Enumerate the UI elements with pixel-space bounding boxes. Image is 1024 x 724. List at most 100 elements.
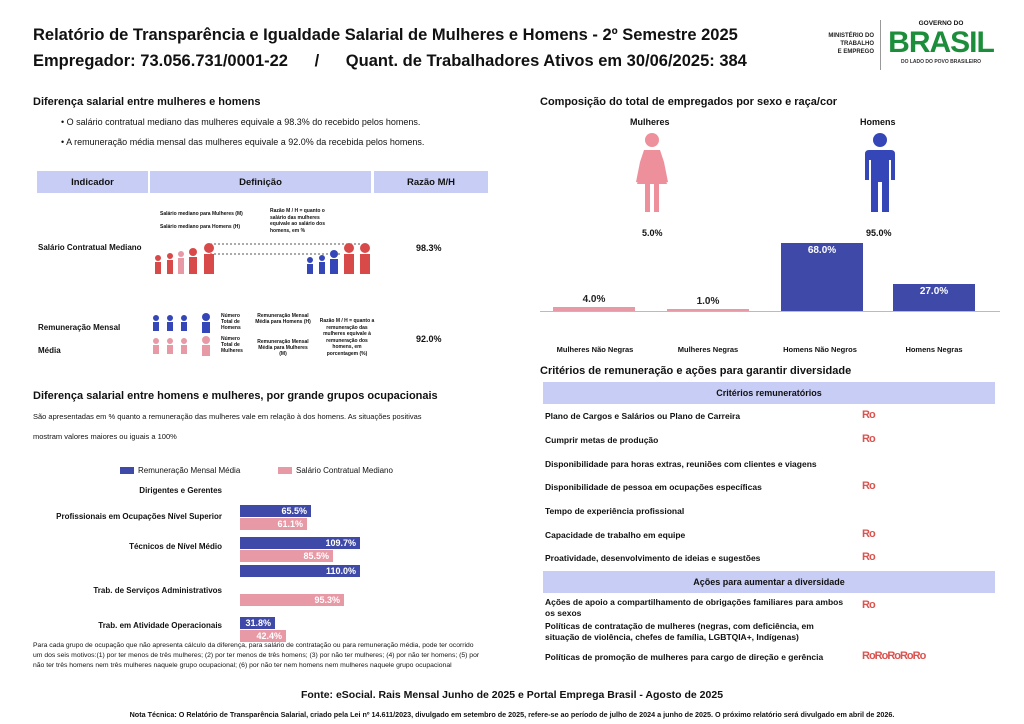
composition-category-label: Homens Negras	[905, 345, 963, 354]
occupational-bar	[240, 518, 307, 530]
row2-def-women-count: Número Total de Mulheres	[221, 336, 243, 354]
occupational-bar-label: 109.7%	[325, 538, 356, 548]
row2-def-men-avg: Remuneração Mensal Média para Homens (H)	[255, 313, 311, 325]
action-mark-icon: RoRoRoRoRo	[862, 650, 926, 662]
employer-id: Empregador: 73.056.731/0001-22	[33, 52, 288, 70]
gov-logo: GOVERNO DO BRASIL DO LADO DO POVO BRASIL…	[886, 20, 996, 65]
legend-swatch-navy	[120, 467, 134, 474]
composition-bar-label: 68.0%	[807, 245, 837, 256]
gov-bottom: DO LADO DO POVO BRASILEIRO	[900, 59, 981, 65]
action-item: Ações de apoio a compartilhamento de obr…	[545, 597, 844, 618]
occupational-category-label: Trab. em Atividade Operacionais	[98, 621, 222, 630]
ministry-line2: TRABALHO	[840, 41, 874, 47]
row2-def-ratio: Razão M / H = quanto a remuneração das m…	[319, 318, 375, 357]
occupational-bar-label: 95.3%	[314, 595, 340, 605]
occupational-desc-b: mostram valores maiores ou iguais a 100%	[33, 432, 177, 441]
occupational-bar-label: 110.0%	[325, 566, 356, 576]
table-header-razao: Razão M/H	[374, 171, 488, 193]
logo-divider	[880, 20, 881, 70]
gov-brasil-text: BRASIL	[888, 26, 995, 59]
row1-def-ratio: Razão M / H = quanto o salário das mulhe…	[270, 208, 326, 234]
criteria-item: Plano de Cargos e Salários ou Plano de C…	[545, 411, 741, 421]
row1-people-illustration	[155, 243, 370, 274]
woman-icon	[636, 133, 668, 212]
composition-bar	[553, 307, 635, 311]
row1-def-men: Salário mediano para Homens (H)	[160, 224, 241, 230]
men-label: Homens	[860, 117, 896, 127]
man-icon	[865, 133, 895, 212]
actions-header: Ações para aumentar a diversidade	[543, 571, 995, 593]
occupational-bar	[240, 617, 275, 629]
legend-swatch-pink	[278, 467, 292, 474]
row2-indicator-b: Média	[38, 346, 61, 355]
row2-ratio: 92.0%	[416, 334, 442, 344]
occupational-bar	[240, 537, 360, 549]
criteria-mark-icon: Ro	[862, 433, 876, 445]
occupational-category-label: Trab. de Serviços Administrativos	[93, 586, 222, 595]
occupational-bar-label: 42.4%	[256, 631, 282, 641]
composition-category-label: Homens Não Negros	[783, 345, 857, 354]
criteria-mark-icon: Ro	[862, 551, 876, 563]
occupational-category-label: Profissionais em Ocupações Nível Superio…	[56, 512, 222, 521]
occupational-bar	[240, 630, 286, 642]
action-item: Políticas de contratação de mulheres (ne…	[545, 621, 814, 642]
legend-remuneracao: Remuneração Mensal Média	[120, 466, 240, 475]
composition-bar	[781, 243, 863, 311]
row2-def-women-avg: Remuneração Mensal Média para Mulheres (…	[257, 339, 309, 357]
occupational-category-label: Técnicos de Nível Médio	[129, 542, 222, 551]
composition-category-label: Mulheres Não Negras	[556, 345, 634, 354]
table-header-definicao: Definição	[150, 171, 371, 193]
women-label: Mulheres	[630, 117, 670, 127]
gov-top: GOVERNO DO	[918, 20, 964, 27]
employer-line: Empregador: 73.056.731/0001-22 / Quant. …	[33, 52, 747, 71]
occupational-footnote: Para cada grupo de ocupação que não apre…	[33, 642, 480, 669]
legend-remuneracao-label: Remuneração Mensal Média	[138, 466, 241, 475]
occupational-bar-label: 31.8%	[245, 618, 271, 628]
occupational-bar	[240, 594, 344, 606]
ministry-line1: MINISTÉRIO DO	[828, 33, 874, 39]
composition-category-label: Mulheres Negras	[677, 345, 739, 354]
criteria-mark-icon: Ro	[862, 409, 876, 421]
active-workers: Quant. de Trabalhadores Ativos em 30/06/…	[345, 52, 747, 70]
action-item: Políticas de promoção de mulheres para c…	[545, 652, 824, 662]
row1-ratio: 98.3%	[416, 243, 442, 253]
row1-def-women: Salário mediano para Mulheres (M)	[160, 211, 243, 217]
criteria-title: Critérios de remuneração e ações para ga…	[540, 365, 852, 377]
table-header-indicador: Indicador	[37, 171, 148, 193]
action-mark-icon: Ro	[862, 599, 876, 611]
criteria-item: Tempo de experiência profissional	[545, 506, 685, 516]
criteria-item: Proatividade, desenvolvimento de ideias …	[545, 553, 761, 563]
footer-note: Nota Técnica: O Relatório de Transparênc…	[129, 710, 895, 719]
criteria-item: Capacidade de trabalho em equipe	[545, 530, 686, 540]
occupational-category-label: Dirigentes e Gerentes	[139, 486, 222, 495]
composition-bar-label: 4.0%	[582, 294, 606, 305]
occupational-bar-label: 85.5%	[303, 551, 329, 561]
criteria-mark-icon: Ro	[862, 528, 876, 540]
row1-indicator: Salário Contratual Mediano	[38, 243, 142, 252]
composition-baseline	[540, 311, 1000, 312]
criteria-header: Critérios remuneratórios	[543, 382, 995, 404]
occupational-bar	[240, 505, 311, 517]
report-title: Relatório de Transparência e Igualdade S…	[33, 26, 738, 44]
gov-brasil-wordmark: BRASIL	[886, 27, 996, 59]
occupational-bar-label: 65.5%	[281, 506, 307, 516]
occupational-bar	[240, 565, 360, 577]
criteria-item: Disponibilidade para horas extras, reuni…	[545, 459, 817, 469]
salary-diff-bullet1: • O salário contratual mediano das mulhe…	[61, 117, 421, 127]
row2-indicator-a: Remuneração Mensal	[38, 323, 121, 332]
separator: /	[314, 52, 320, 70]
occupational-title: Diferença salarial entre homens e mulher…	[33, 390, 438, 402]
composition-bar-label: 27.0%	[919, 286, 949, 297]
occupational-bar-label: 61.1%	[277, 519, 303, 529]
men-pct: 95.0%	[866, 228, 892, 238]
footer-source: Fonte: eSocial. Rais Mensal Junho de 202…	[300, 689, 724, 701]
women-pct: 5.0%	[642, 228, 663, 238]
composition-bar-label: 1.0%	[696, 296, 720, 307]
criteria-item: Disponibilidade de pessoa em ocupações e…	[545, 482, 762, 492]
composition-bar	[893, 284, 975, 311]
ministry-line3: E EMPREGO	[837, 49, 874, 55]
legend-salario-label: Salário Contratual Mediano	[296, 466, 393, 475]
salary-diff-bullet2: • A remuneração média mensal das mulhere…	[61, 137, 425, 147]
ministry-logo: MINISTÉRIO DO TRABALHO E EMPREGO	[808, 32, 874, 56]
criteria-mark-icon: Ro	[862, 480, 876, 492]
